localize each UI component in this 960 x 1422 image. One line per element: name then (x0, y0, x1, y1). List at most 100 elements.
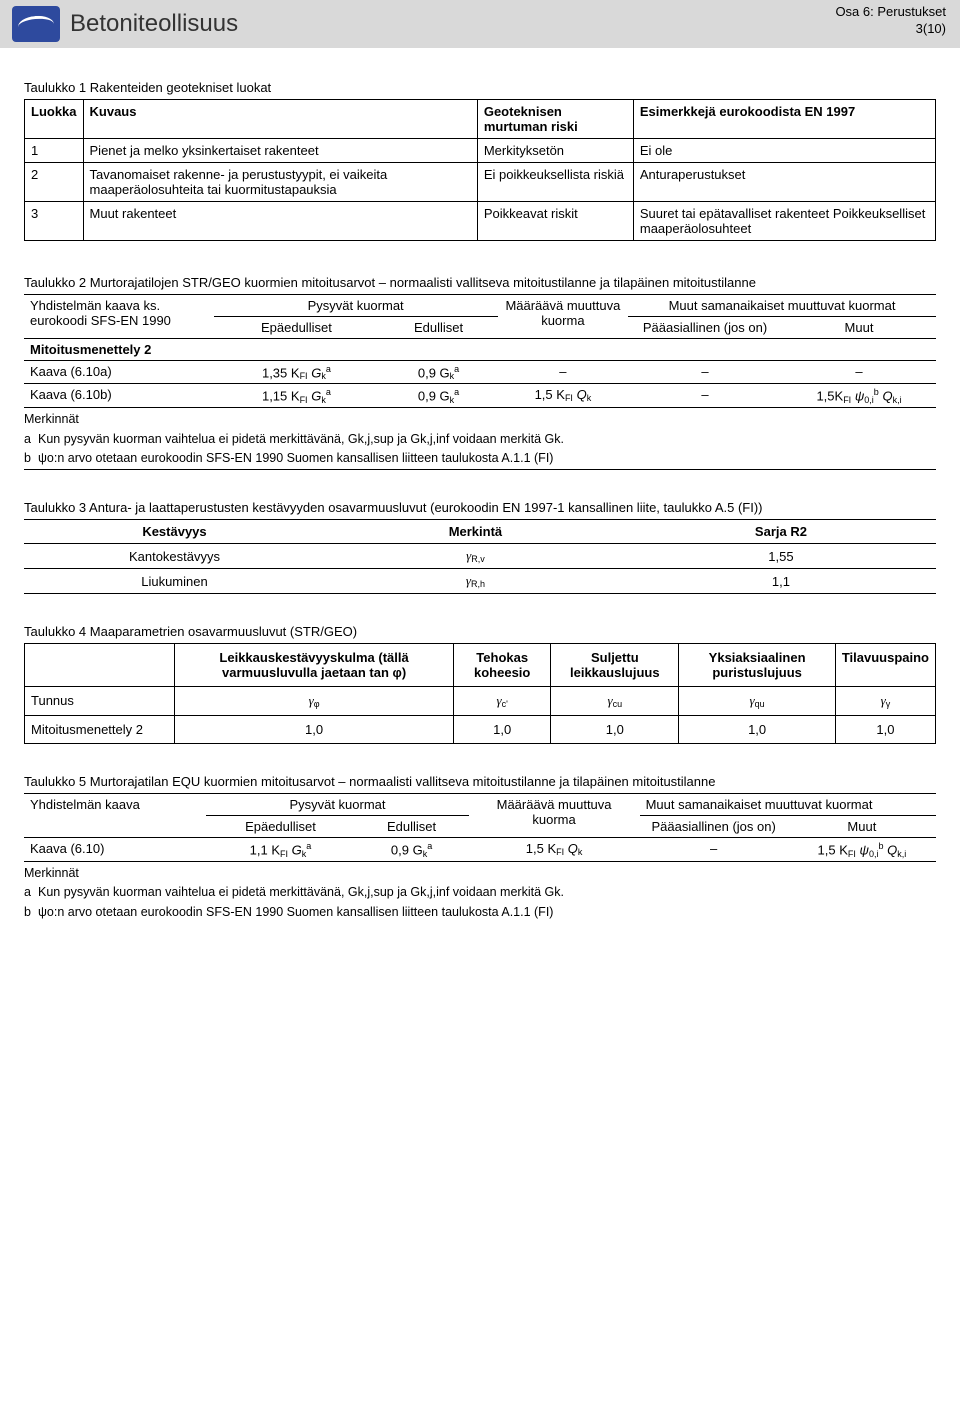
t5-h1: Pysyvät kuormat (206, 794, 468, 816)
cell: Liukuminen (24, 569, 325, 594)
cell: – (498, 361, 628, 384)
table2-title: Taulukko 2 Murtorajatilojen STR/GEO kuor… (24, 275, 936, 290)
cell: 0,9 Gka (355, 838, 469, 861)
t2-sh3: Muut (782, 317, 936, 339)
cell: 1,5 KFI ψ0,ib Qk,i (788, 838, 936, 861)
cell: Muut rakenteet (83, 202, 477, 241)
cell: – (640, 838, 788, 861)
cell: Pienet ja melko yksinkertaiset rakenteet (83, 139, 477, 163)
cell: 1,5 KFI Qk (498, 384, 628, 407)
table5: Yhdistelmän kaava Pysyvät kuormat Määrää… (24, 793, 936, 861)
t5-h2: Määräävä muuttuva kuorma (469, 794, 640, 838)
t3-h2: Sarja R2 (626, 520, 936, 544)
t2-sh1: Edulliset (379, 317, 497, 339)
header-bar: Betoniteollisuus Osa 6: Perustukset 3(10… (0, 0, 960, 48)
table1: Luokka Kuvaus Geoteknisen murtuman riski… (24, 99, 936, 241)
table2: Yhdistelmän kaava ks. eurokoodi SFS-EN 1… (24, 294, 936, 408)
t4-h0 (25, 644, 175, 687)
cell: 1,1 KFI Gka (206, 838, 354, 861)
t2-sh0: Epäedulliset (214, 317, 380, 339)
table-row: 2 Tavanomaiset rakenne- ja perustustyypi… (25, 163, 936, 202)
cell: γγ (835, 687, 935, 716)
cell: Anturaperustukset (633, 163, 935, 202)
t3-h0: Kestävyys (24, 520, 325, 544)
t5-note-b: bψo:n arvo otetaan eurokoodin SFS-EN 199… (24, 904, 936, 921)
table-row: 3 Muut rakenteet Poikkeavat riskit Suure… (25, 202, 936, 241)
cell: Ei ole (633, 139, 935, 163)
cell: 1,5 KFI Qk (469, 838, 640, 861)
table-row: 1 Pienet ja melko yksinkertaiset rakente… (25, 139, 936, 163)
cell: 0,9 Gka (379, 361, 497, 384)
t5-note-a: aKun pysyvän kuorman vaihtelua ei pidetä… (24, 884, 936, 901)
cell: 1 (25, 139, 84, 163)
t2-note-b: bψo:n arvo otetaan eurokoodin SFS-EN 199… (24, 450, 936, 470)
table3: Kestävyys Merkintä Sarja R2 Kantokestävy… (24, 519, 936, 594)
t5-sh3: Muut (788, 816, 936, 838)
t2-notes-title: Merkinnät (24, 411, 936, 428)
brand-title: Betoniteollisuus (70, 10, 238, 38)
cell: Kaava (6.10) (24, 838, 206, 861)
section-label: Osa 6: Perustukset (835, 4, 946, 21)
cell: – (782, 361, 936, 384)
table1-h2: Geoteknisen murtuman riski (477, 100, 633, 139)
header-right: Osa 6: Perustukset 3(10) (835, 4, 946, 38)
table1-title: Taulukko 1 Rakenteiden geotekniset luoka… (24, 80, 936, 95)
cell: 1,5KFI ψ0,ib Qk,i (782, 384, 936, 407)
cell: γqu (679, 687, 835, 716)
cell: Suuret tai epätavalliset rakenteet Poikk… (633, 202, 935, 241)
cell: Kaava (6.10b) (24, 384, 214, 407)
t2-note-a: aKun pysyvän kuorman vaihtelua ei pidetä… (24, 431, 936, 448)
cell: Ei poikkeuksellista riskiä (477, 163, 633, 202)
cell: 1,0 (679, 716, 835, 744)
cell: Tunnus (25, 687, 175, 716)
t2-h3: Muut samanaikaiset muuttuvat kuormat (628, 295, 936, 317)
table1-h0: Luokka (25, 100, 84, 139)
cell: Mitoitusmenettely 2 (25, 716, 175, 744)
page-number: 3(10) (835, 21, 946, 38)
cell: – (628, 384, 782, 407)
cell: Poikkeavat riskit (477, 202, 633, 241)
table5-title: Taulukko 5 Murtorajatilan EQU kuormien m… (24, 774, 936, 789)
cell: 1,0 (551, 716, 679, 744)
t2-h1: Pysyvät kuormat (214, 295, 498, 317)
cell: Tavanomaiset rakenne- ja perustustyypit,… (83, 163, 477, 202)
cell: Kantokestävyys (24, 544, 325, 569)
cell: 0,9 Gka (379, 384, 497, 407)
cell: Merkityksetön (477, 139, 633, 163)
t2-h2: Määräävä muuttuva kuorma (498, 295, 628, 339)
table4: Leikkauskestävyyskulma (tällä varmuusluv… (24, 643, 936, 744)
t2-sh2: Pääasiallinen (jos on) (628, 317, 782, 339)
cell: 3 (25, 202, 84, 241)
table4-title: Taulukko 4 Maaparametrien osavarmuusluvu… (24, 624, 936, 639)
cell: 1,55 (626, 544, 936, 569)
t5-notes-title: Merkinnät (24, 865, 936, 882)
t5-sh2: Pääasiallinen (jos on) (640, 816, 788, 838)
table1-h1: Kuvaus (83, 100, 477, 139)
cell: γφ (175, 687, 454, 716)
t5-h3: Muut samanaikaiset muuttuvat kuormat (640, 794, 936, 816)
t3-h1: Merkintä (325, 520, 626, 544)
cell: γR,v (325, 544, 626, 569)
t4-h5: Tilavuuspaino (835, 644, 935, 687)
cell: – (628, 361, 782, 384)
cell: 1,0 (835, 716, 935, 744)
t4-h3: Suljettu leikkauslujuus (551, 644, 679, 687)
t5-sh0: Epäedulliset (206, 816, 354, 838)
cell: 1,1 (626, 569, 936, 594)
cell: γcu (551, 687, 679, 716)
cell: γR,h (325, 569, 626, 594)
cell: Kaava (6.10a) (24, 361, 214, 384)
cell: 1,0 (454, 716, 551, 744)
table1-h3: Esimerkkejä eurokoodista EN 1997 (633, 100, 935, 139)
cell: 1,0 (175, 716, 454, 744)
t4-h2: Tehokas koheesio (454, 644, 551, 687)
t4-h4: Yksiaksiaalinen puristuslujuus (679, 644, 835, 687)
cell: 1,15 KFI Gka (214, 384, 380, 407)
cell: 1,35 KFI Gka (214, 361, 380, 384)
brand-logo-icon (12, 6, 60, 42)
table3-title: Taulukko 3 Antura- ja laattaperustusten … (24, 500, 936, 515)
cell: 2 (25, 163, 84, 202)
t2-h0: Yhdistelmän kaava ks. eurokoodi SFS-EN 1… (24, 295, 214, 339)
t5-h0: Yhdistelmän kaava (24, 794, 206, 838)
t2-mito: Mitoitusmenettely 2 (24, 339, 936, 361)
